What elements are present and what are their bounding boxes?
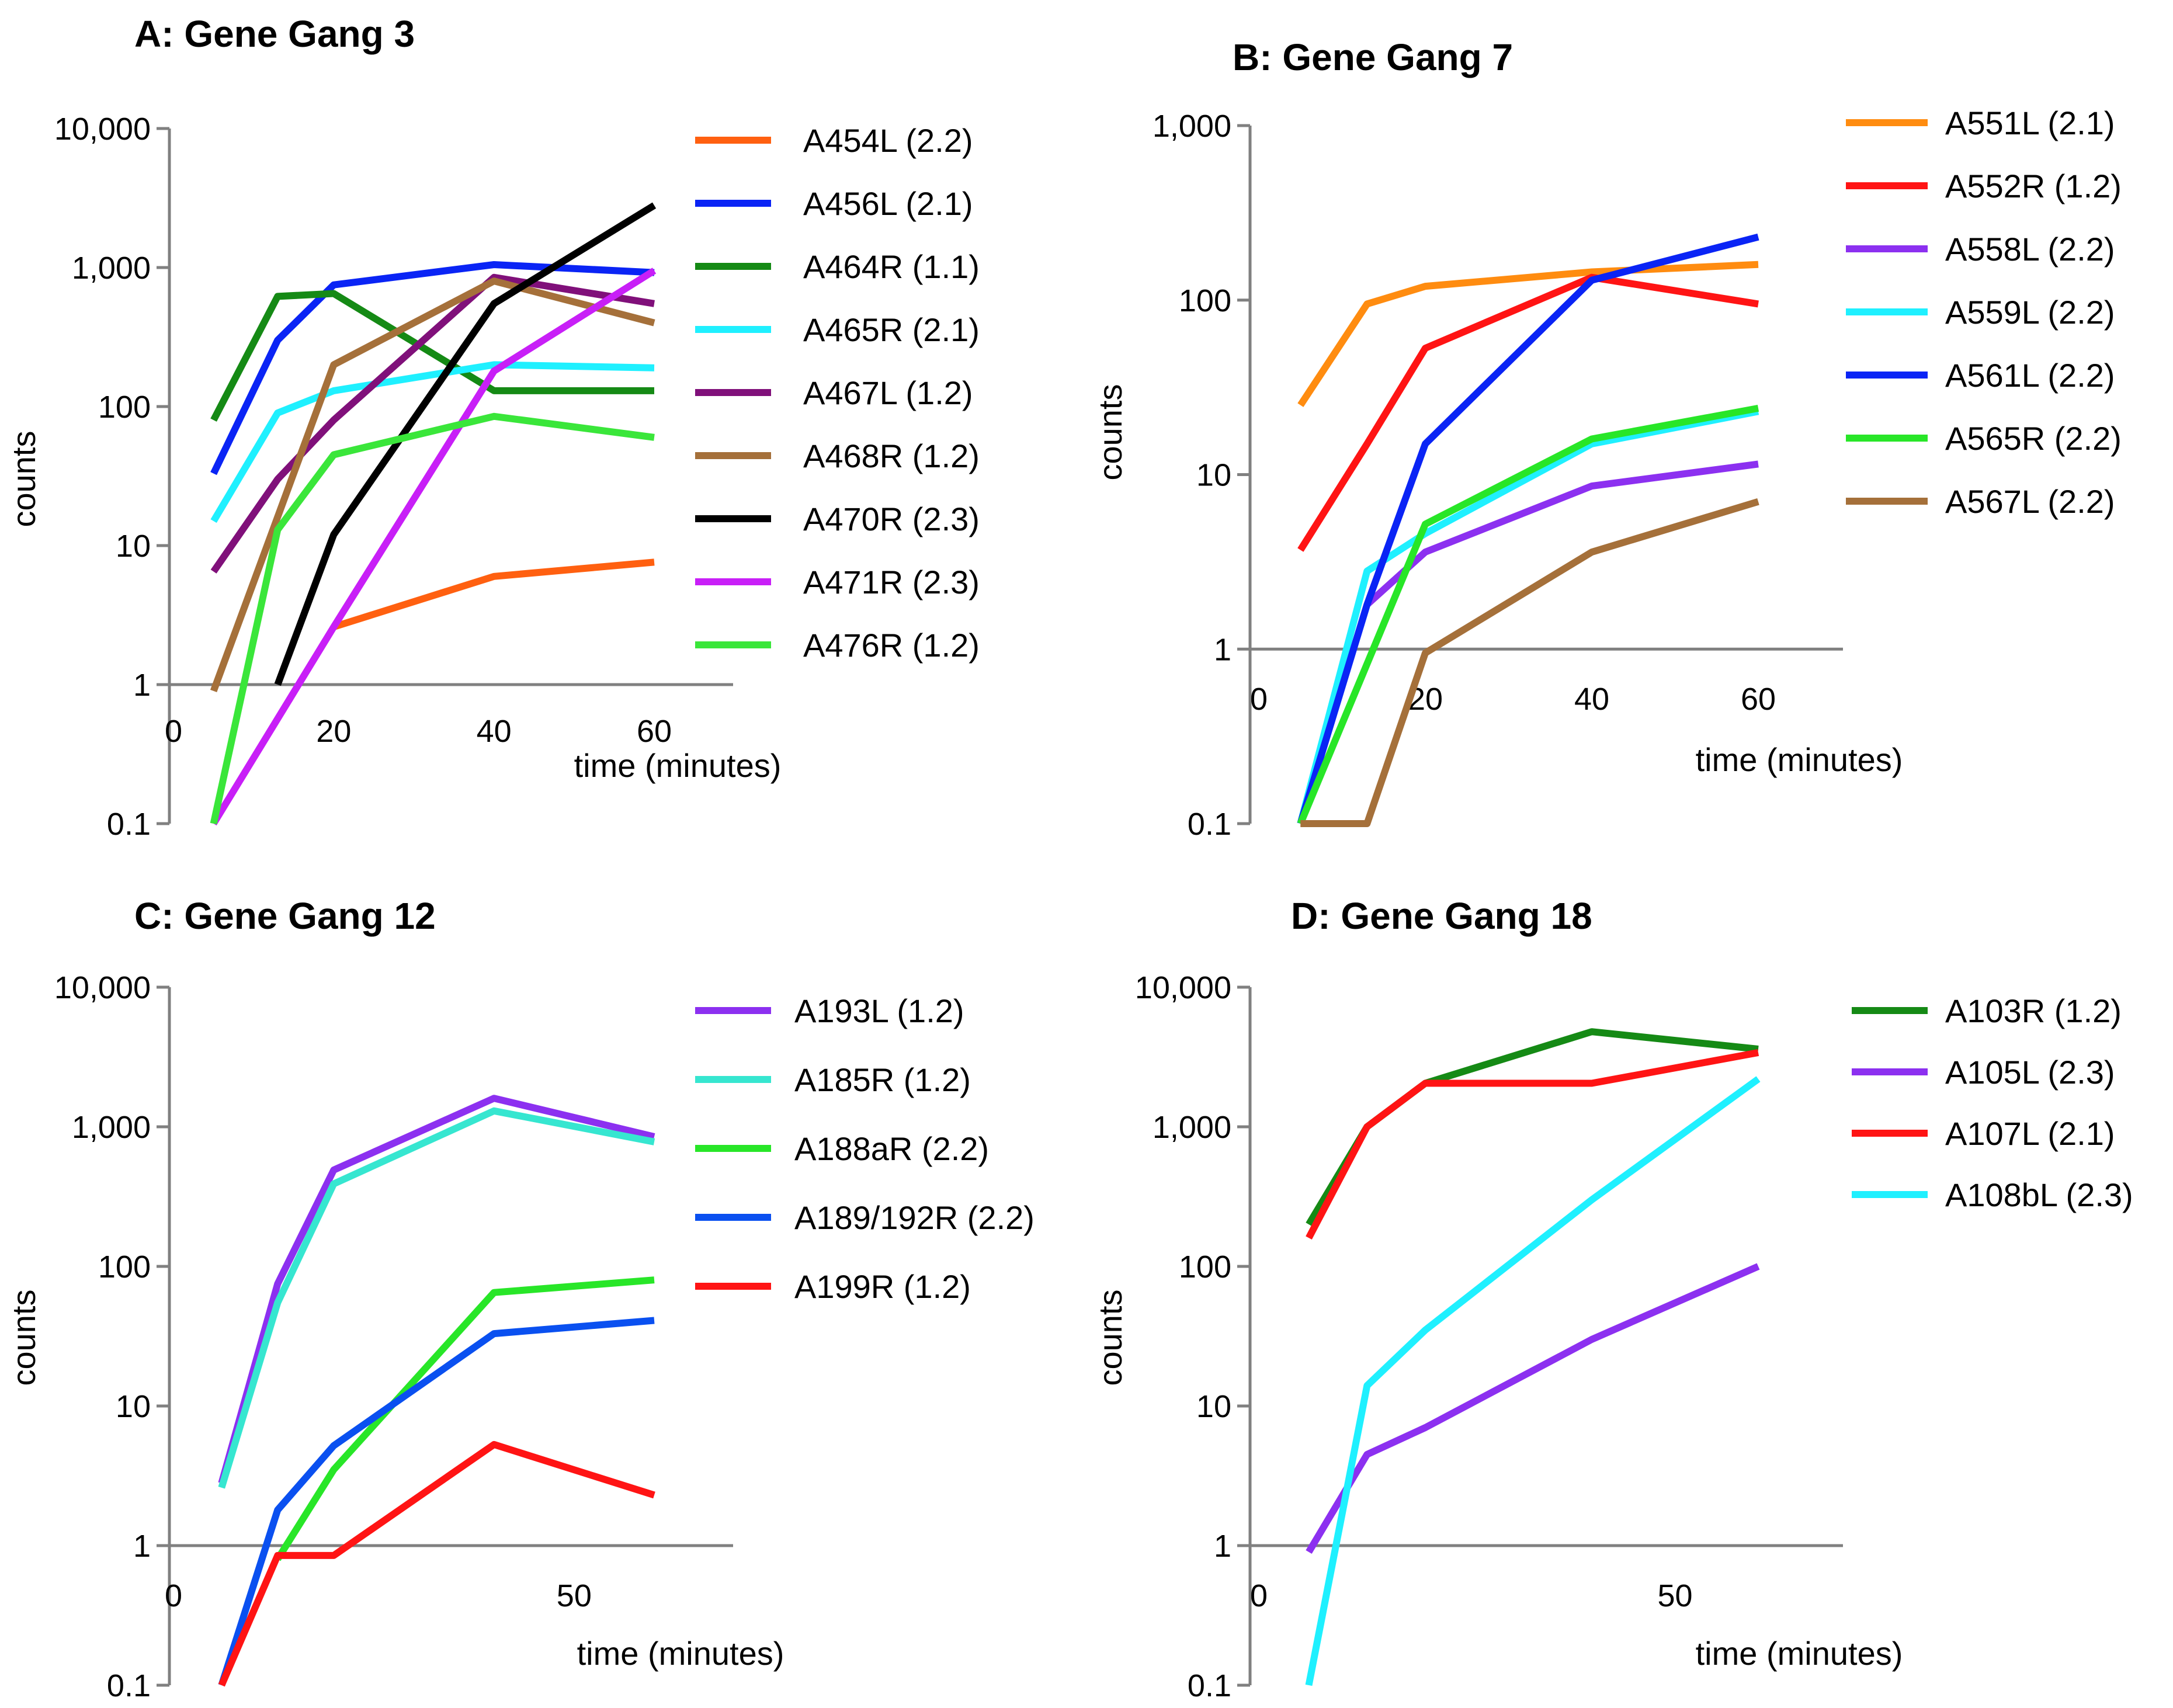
- legend-entry: A108bL (2.3): [1945, 1176, 2133, 1213]
- legend-entry: A476R (1.2): [803, 627, 980, 664]
- legend-entry: A185R (1.2): [794, 1061, 971, 1098]
- series-line: [1306, 1263, 1760, 1554]
- legend-entry: A467L (1.2): [803, 374, 973, 411]
- legend-entry: A188aR (2.2): [794, 1130, 989, 1167]
- y-tick-label: 1,000: [72, 251, 151, 286]
- legend-entry: A107L (2.1): [1945, 1115, 2115, 1152]
- x-tick-label: 50: [557, 1578, 592, 1613]
- x-tick-label: 50: [1657, 1578, 1692, 1613]
- legend-entry: A454L (2.2): [803, 122, 973, 159]
- series-line: [1306, 1049, 1759, 1240]
- legend-entry: A471R (2.3): [803, 564, 980, 600]
- y-tick-label: 10: [1196, 458, 1231, 493]
- series-line: [275, 1276, 655, 1561]
- series-line: [1297, 261, 1759, 407]
- y-tick-label: 1: [1214, 632, 1231, 667]
- x-tick-label: 40: [477, 714, 512, 749]
- series-line: [210, 277, 655, 692]
- series-line: [218, 1440, 655, 1687]
- series-line: [1365, 460, 1759, 607]
- panel-a-gene-gang-3: A: Gene Gang 3 0.1 1 10 100 1,000 10,000 0 20 40 6…: [5, 13, 980, 842]
- y-axis-label: counts: [5, 431, 42, 527]
- x-tick-label: 0: [165, 1578, 182, 1613]
- x-tick-label: 60: [1741, 682, 1776, 717]
- y-tick-label: 10,000: [1135, 970, 1231, 1005]
- series-line: [1297, 404, 1759, 825]
- x-axis-label: time (minutes): [577, 1635, 784, 1672]
- panel-title: D: Gene Gang 18: [1291, 895, 1592, 937]
- y-axis-label: counts: [1092, 1290, 1129, 1386]
- series-line: [210, 412, 655, 825]
- series-line: [1300, 498, 1759, 827]
- legend-entry: A199R (1.2): [794, 1268, 971, 1305]
- legend-entry: A470R (2.3): [803, 501, 980, 537]
- y-tick-label: 10: [1196, 1389, 1231, 1424]
- y-tick-label: 0.1: [1188, 807, 1231, 842]
- legend-entry: A468R (1.2): [803, 438, 980, 474]
- legend-entry: A189/192R (2.2): [794, 1199, 1035, 1236]
- series-line: [1305, 1076, 1761, 1686]
- series-line: [218, 1317, 655, 1686]
- panel-title: C: Gene Gang 12: [134, 895, 436, 937]
- panel-d-gene-gang-18: D: Gene Gang 18 0.1 1 10 100 1,000 10,000 0 50 co…: [1092, 895, 2133, 1703]
- series-line: [274, 202, 657, 686]
- series-line: [332, 558, 655, 630]
- legend-entry: A456L (2.1): [803, 185, 973, 222]
- panel-c-gene-gang-12: C: Gene Gang 12 0.1 1 10 100 1,000 10,000 0 50 co…: [5, 895, 1035, 1703]
- series-line: [210, 268, 657, 826]
- legend-entry: A105L (2.3): [1945, 1054, 2115, 1091]
- series-line: [210, 361, 655, 523]
- panel-title: A: Gene Gang 3: [134, 13, 415, 55]
- y-tick-label: 1: [133, 668, 151, 703]
- series-line: [218, 1095, 655, 1484]
- y-tick-label: 1,000: [1153, 1110, 1231, 1145]
- y-tick-label: 100: [98, 1249, 151, 1285]
- x-axis-label: time (minutes): [574, 747, 782, 784]
- y-tick-label: 100: [1179, 283, 1231, 318]
- x-axis-label: time (minutes): [1696, 741, 1903, 778]
- y-tick-label: 0.1: [107, 807, 151, 842]
- y-axis-label: counts: [5, 1290, 42, 1386]
- legend-entry: A561L (2.2): [1945, 357, 2115, 394]
- legend-entry: A465R (2.1): [803, 311, 980, 348]
- y-tick-label: 1,000: [72, 1110, 151, 1145]
- y-tick-label: 10: [116, 529, 151, 564]
- legend-entry: A464R (1.1): [803, 248, 980, 285]
- y-tick-label: 1: [133, 1529, 151, 1564]
- legend-entry: A559L (2.2): [1945, 294, 2115, 331]
- y-tick-label: 10,000: [54, 970, 151, 1005]
- legend-entry: A558L (2.2): [1945, 231, 2115, 268]
- series-line: [218, 1107, 655, 1489]
- y-tick-label: 0.1: [1188, 1668, 1231, 1703]
- y-tick-label: 10: [116, 1389, 151, 1424]
- y-tick-label: 100: [1179, 1249, 1231, 1285]
- x-tick-label: 0: [1250, 682, 1268, 717]
- x-tick-label: 20: [316, 714, 351, 749]
- panel-title: B: Gene Gang 7: [1233, 36, 1513, 78]
- series-line: [1297, 273, 1759, 552]
- y-axis-label: counts: [1092, 384, 1129, 481]
- y-tick-label: 10,000: [54, 112, 151, 147]
- y-tick-label: 100: [98, 390, 151, 425]
- x-tick-label: 0: [1250, 1578, 1268, 1613]
- x-tick-label: 0: [165, 714, 182, 749]
- x-tick-label: 40: [1574, 682, 1609, 717]
- y-tick-label: 1: [1214, 1529, 1231, 1564]
- series-line: [210, 273, 655, 574]
- series-line: [1297, 408, 1759, 825]
- legend-entry: A567L (2.2): [1945, 483, 2115, 520]
- y-tick-label: 0.1: [107, 1668, 151, 1703]
- series-line: [210, 290, 654, 422]
- x-tick-label: 60: [637, 714, 672, 749]
- legend-entry: A103R (1.2): [1945, 992, 2122, 1029]
- legend-entry: A551L (2.1): [1945, 105, 2115, 141]
- legend-entry: A552R (1.2): [1945, 168, 2122, 204]
- x-axis-label: time (minutes): [1696, 1635, 1903, 1672]
- legend-entry: A565R (2.2): [1945, 420, 2122, 457]
- series-line: [1297, 233, 1759, 825]
- legend-entry: A193L (1.2): [794, 992, 964, 1029]
- y-tick-label: 1,000: [1153, 109, 1231, 144]
